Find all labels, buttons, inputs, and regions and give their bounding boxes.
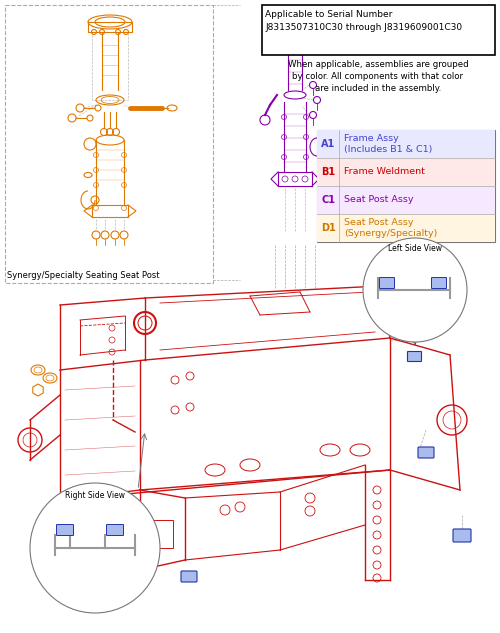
Text: (Synergy/Specialty): (Synergy/Specialty) xyxy=(344,229,438,238)
Text: Right Side View: Right Side View xyxy=(65,491,125,500)
FancyBboxPatch shape xyxy=(181,571,197,582)
FancyBboxPatch shape xyxy=(453,529,471,542)
Circle shape xyxy=(363,238,467,342)
Bar xyxy=(317,130,495,242)
Bar xyxy=(5,5,213,283)
Text: D1: D1 xyxy=(320,223,336,233)
Text: Seat Post Assy: Seat Post Assy xyxy=(344,196,414,204)
Bar xyxy=(317,186,495,214)
FancyBboxPatch shape xyxy=(408,351,422,361)
FancyBboxPatch shape xyxy=(262,5,495,55)
Bar xyxy=(317,214,495,242)
Text: Applicable to Serial Number
J8313507310C30 through J8319609001C30: Applicable to Serial Number J8313507310C… xyxy=(265,10,462,32)
Bar xyxy=(317,158,495,186)
FancyBboxPatch shape xyxy=(418,447,434,458)
Text: (Includes B1 & C1): (Includes B1 & C1) xyxy=(344,145,432,154)
FancyBboxPatch shape xyxy=(432,277,446,289)
FancyBboxPatch shape xyxy=(56,525,74,536)
Text: Left Side View: Left Side View xyxy=(388,244,442,253)
Text: Synergy/Specialty Seating Seat Post: Synergy/Specialty Seating Seat Post xyxy=(7,271,160,280)
Text: B1: B1 xyxy=(321,167,335,177)
Text: A1: A1 xyxy=(321,139,335,149)
Text: When applicable, assemblies are grouped
by color. All components with that color: When applicable, assemblies are grouped … xyxy=(288,60,469,92)
FancyBboxPatch shape xyxy=(106,525,124,536)
Text: Seat Post Assy: Seat Post Assy xyxy=(344,218,414,227)
Bar xyxy=(148,520,173,548)
Bar xyxy=(317,130,495,158)
Text: Frame Weldment: Frame Weldment xyxy=(344,168,425,177)
Text: Frame Assy: Frame Assy xyxy=(344,134,399,143)
Circle shape xyxy=(30,483,160,613)
Text: C1: C1 xyxy=(321,195,335,205)
FancyBboxPatch shape xyxy=(380,277,394,289)
